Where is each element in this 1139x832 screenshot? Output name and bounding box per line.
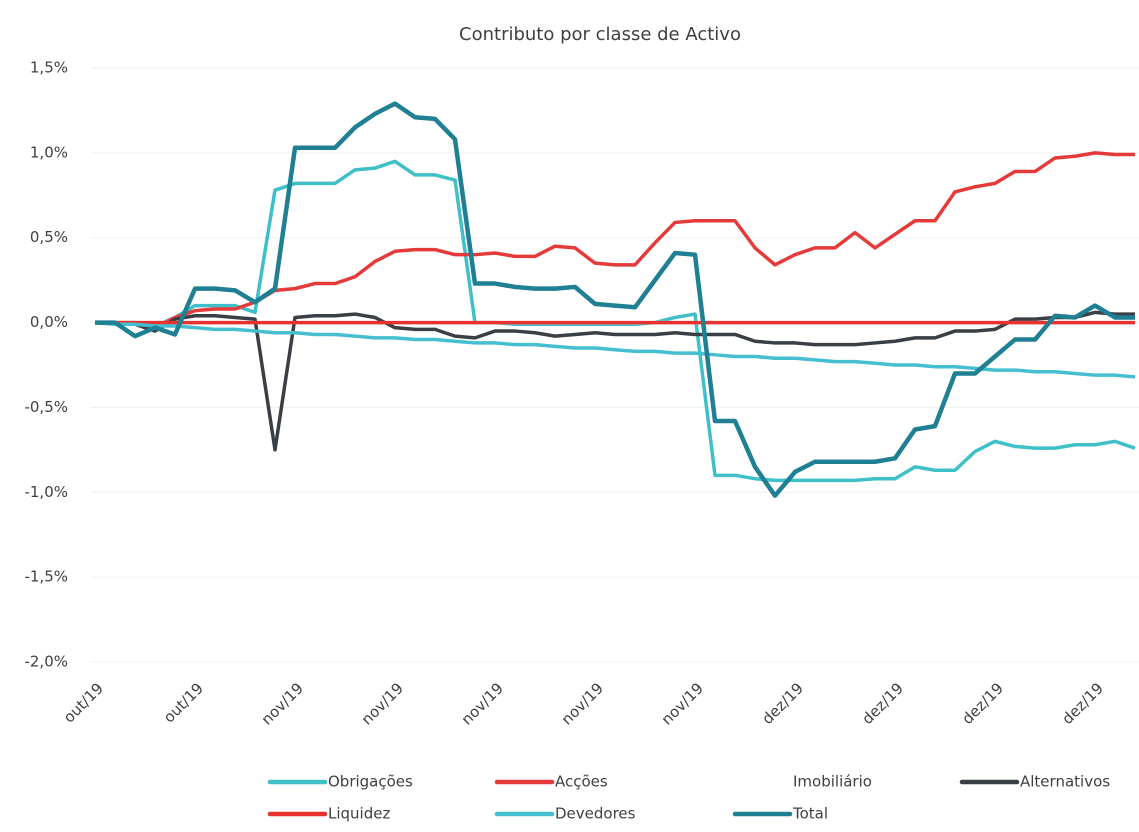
y-tick-label: -1,0% <box>24 483 68 501</box>
series-line <box>94 320 1136 379</box>
legend-label: Alternativos <box>1020 773 1110 791</box>
x-tick-label: dez/19 <box>1058 679 1107 728</box>
legend-label: Total <box>792 805 828 823</box>
x-tick-label: dez/19 <box>858 679 907 728</box>
legend-label: Liquidez <box>328 805 390 823</box>
series-line <box>95 310 1135 452</box>
y-tick-label: 0,5% <box>30 228 68 246</box>
y-tick-label: -1,5% <box>24 568 68 586</box>
x-tick-label: nov/19 <box>558 679 607 728</box>
y-tick-label: -0,5% <box>24 398 68 416</box>
legend-label: Devedores <box>555 805 636 823</box>
x-tick-label: dez/19 <box>758 679 807 728</box>
x-tick-label: nov/19 <box>258 679 307 728</box>
legend-label: Acções <box>555 773 608 791</box>
legend-label: Imobiliário <box>793 773 872 791</box>
y-tick-label: -2,0% <box>24 653 68 671</box>
x-tick-label: out/19 <box>60 679 107 726</box>
y-tick-label: 1,5% <box>30 59 68 77</box>
x-tick-label: dez/19 <box>958 679 1007 728</box>
chart-title: Contributo por classe de Activo <box>459 24 741 45</box>
x-tick-label: nov/19 <box>458 679 507 728</box>
x-tick-label: nov/19 <box>658 679 707 728</box>
x-tick-label: out/19 <box>160 679 207 726</box>
series-line <box>95 101 1135 498</box>
y-tick-label: 0,0% <box>30 313 68 331</box>
x-tick-label: nov/19 <box>358 679 407 728</box>
legend-label: Obrigações <box>328 773 413 791</box>
y-tick-label: 1,0% <box>30 143 68 161</box>
